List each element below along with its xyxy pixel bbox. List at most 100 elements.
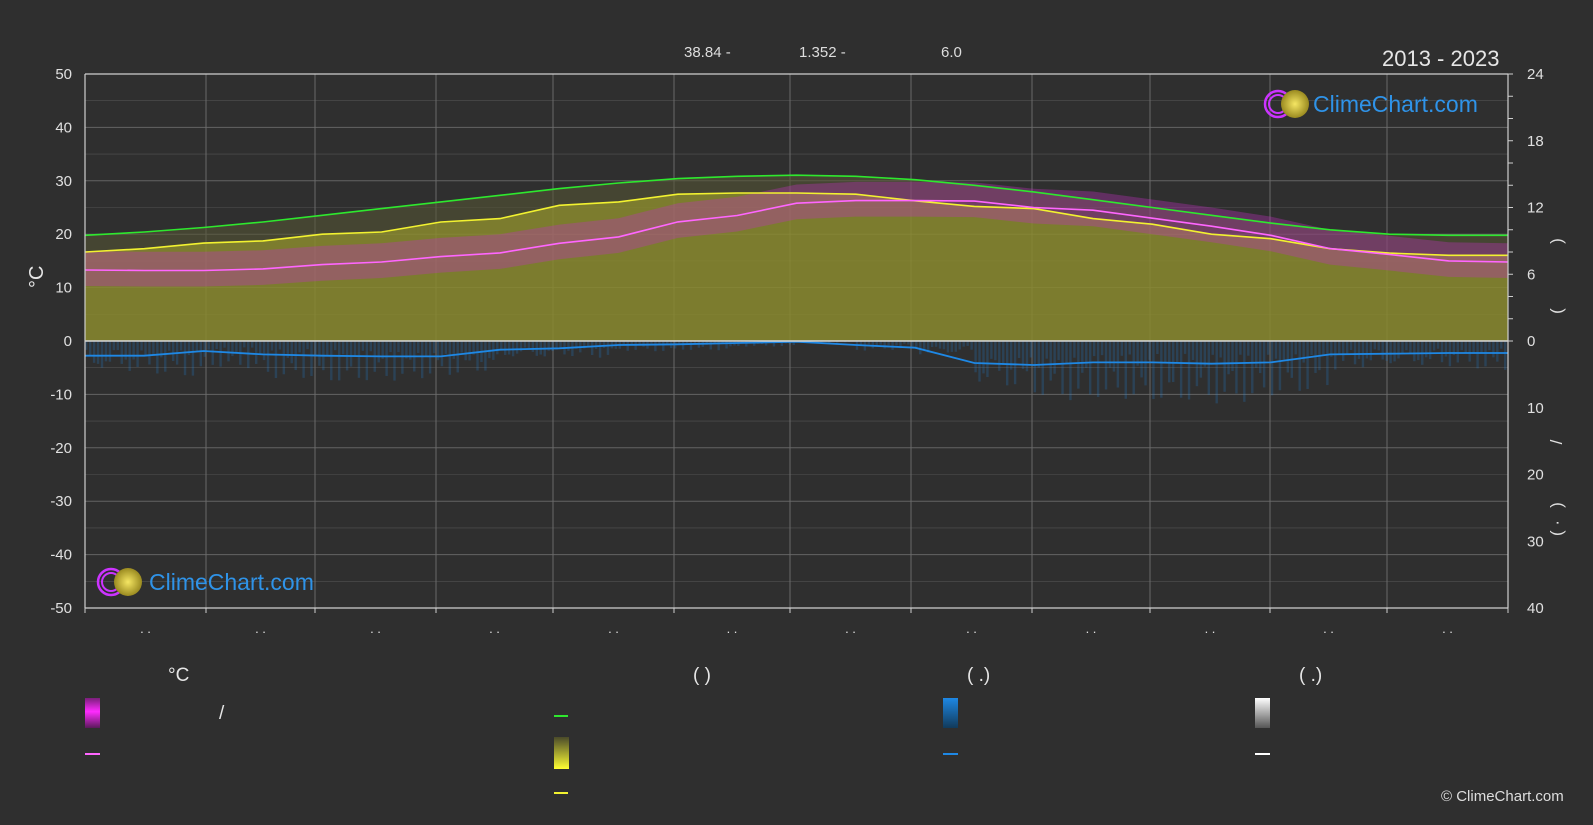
precipitation-bar [1504,341,1507,370]
precipitation-bar [148,341,151,365]
precipitation-bar [1492,341,1495,358]
y-tick-label-right-upper: 6 [1527,266,1535,283]
precipitation-bar [1488,341,1491,351]
precipitation-bar [136,341,139,367]
precipitation-bar [986,341,989,378]
precipitation-bar [195,341,199,351]
precipitation-bar [966,341,969,346]
precipitation-bar [171,341,175,362]
precipitation-bar [1045,341,1048,359]
precipitation-bar [1037,341,1041,368]
precipitation-bar [1255,341,1258,368]
precipitation-bar [1377,341,1380,351]
y-tick-label-left: 10 [55,280,72,297]
precipitation-bar [1172,341,1175,383]
precipitation-bar [709,341,712,350]
y-tick-label-left: -10 [50,386,72,403]
y-tick-label-right-lower: 30 [1527,533,1544,550]
precipitation-bar [689,341,693,350]
precipitation-bar [1009,341,1013,370]
precipitation-bar [278,341,282,350]
precipitation-bar [341,341,345,355]
precipitation-bar [1215,341,1218,404]
y-tick-label-right-lower: 20 [1527,467,1544,484]
precipitation-bar [583,341,586,349]
precipitation-bar [915,341,918,349]
precipitation-bar [926,341,930,353]
precipitation-bar [1405,341,1408,351]
precipitation-bar [887,341,890,346]
x-tick-label: . . [489,621,500,636]
precipitation-bar [1266,341,1270,355]
precipitation-bar [1223,341,1226,392]
precipitation-bar [112,341,116,351]
precipitation-bar [456,341,459,373]
precipitation-bar [895,341,898,346]
precipitation-bar [911,341,914,348]
precipitation-bar [417,341,420,353]
precipitation-bar [258,341,262,356]
precipitation-bar [1460,341,1463,351]
precipitation-bar [1065,341,1068,363]
precipitation-bar [1341,341,1345,361]
precipitation-bar [1124,341,1127,399]
precipitation-bar [1306,341,1309,389]
precipitation-bar [978,341,981,382]
right-axis-mark: ) [1547,502,1566,508]
logo-top-text[interactable]: ClimeChart.com [1313,91,1478,117]
precipitation-bar [448,341,452,375]
precipitation-bar [1262,341,1266,388]
precipitation-bar [1444,341,1448,357]
x-tick-label: . . [727,621,738,636]
precipitation-bar [990,341,993,359]
precipitation-bar [1326,341,1329,386]
precipitation-bar [1278,341,1282,391]
precipitation-bar [1424,341,1428,358]
precipitation-bar [96,341,100,364]
precipitation-bar [337,341,341,381]
precipitation-bar [1053,341,1056,374]
precipitation-bar [1160,341,1163,398]
y-tick-label-left: 40 [55,119,72,136]
axes: 50 40 30 20 10 0 -10 -20 -30 -40 -50 24 18 12 6 0 10 20 30… [50,66,1566,636]
precipitation-bar [243,341,246,348]
precipitation-bar [1349,341,1353,351]
precipitation-bar [104,341,108,362]
precipitation-bar [859,341,863,345]
precipitation-bar [1005,341,1009,386]
precipitation-bar [500,341,503,350]
precipitation-bar [662,341,665,351]
precipitation-bar [215,341,218,349]
precipitation-bar [1389,341,1392,364]
x-tick-label: . . [255,621,266,636]
precipitation-bar [156,341,159,374]
precipitation-bar [1231,341,1234,372]
x-tick-label: . . [608,621,619,636]
temperature-line [84,199,1509,272]
precipitation-bar [1002,341,1005,366]
precipitation-bar [1112,341,1116,372]
precipitation-bar [472,341,475,355]
precipitation-bar [903,341,906,344]
precipitation-bar [1251,341,1254,394]
precipitation-bar [503,341,507,355]
precipitation-bar [1152,341,1155,400]
precipitation-bar [883,341,886,349]
precipitation-bar [496,341,499,355]
precipitation-bar [1096,341,1100,397]
x-tick-label: . . [1323,621,1334,636]
precipitation-bar [1298,341,1301,391]
logo-bottom-text[interactable]: ClimeChart.com [149,569,314,595]
precipitation-bar [179,341,183,351]
precipitation-bar [946,341,950,353]
precipitation-bar [1085,341,1088,369]
precipitation-bar [982,341,985,374]
precipitation-bar [1401,341,1404,355]
precipitation-bar [318,341,321,366]
precipitation-bar [792,341,795,346]
precipitation-bar [270,341,274,351]
precipitation-bar [1108,341,1112,368]
precipitation-bar [974,341,977,373]
right-axis-mark: ) [1547,238,1566,244]
